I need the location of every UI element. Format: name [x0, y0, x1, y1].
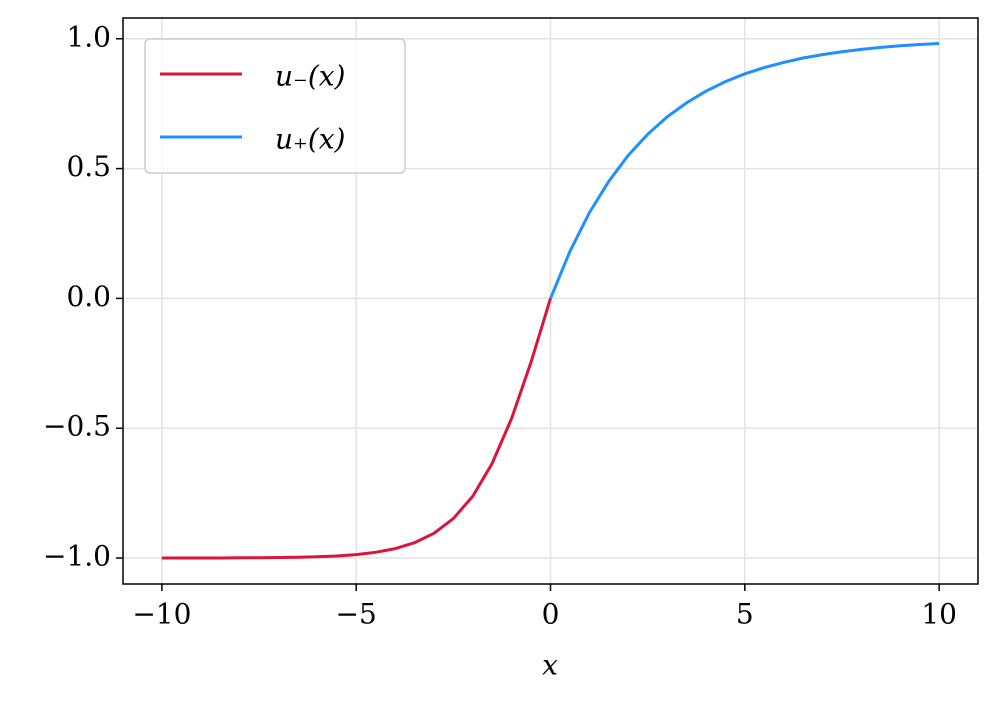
- y-tick-label: −1.0: [43, 540, 111, 573]
- x-tick-label: 5: [736, 598, 754, 631]
- y-tick-label: −0.5: [43, 410, 111, 443]
- plot-frame: [122, 17, 979, 585]
- legend: u₋(x) u₊(x): [144, 38, 406, 174]
- x-tick-label: −10: [132, 598, 191, 631]
- x-tick-label: 10: [921, 598, 957, 631]
- x-axis-label: x: [542, 649, 558, 682]
- y-tick-label: 0.5: [66, 150, 111, 183]
- legend-label: u₋(x): [275, 60, 345, 93]
- x-tick-label: 0: [542, 598, 560, 631]
- y-tick-label: 1.0: [66, 20, 111, 53]
- line: [549, 41, 940, 299]
- legend-label: u₊(x): [275, 123, 345, 156]
- y-tick-label: 0.0: [66, 280, 111, 313]
- line: [161, 297, 552, 560]
- x-tick-label: −5: [336, 598, 377, 631]
